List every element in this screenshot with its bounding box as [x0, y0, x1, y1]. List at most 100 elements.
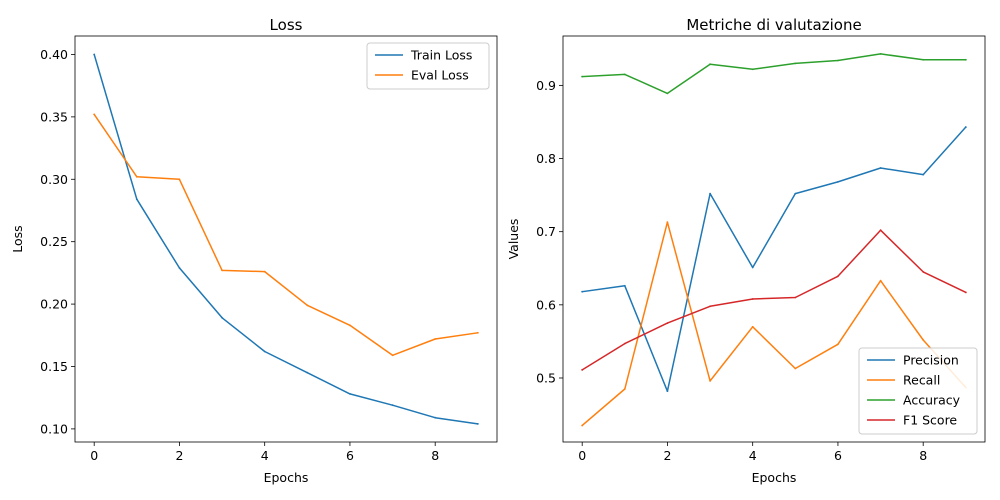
x-tick-label: 4: [261, 448, 269, 463]
chart-2: 0 2 4 6 8 0.5 0.6 0.7 0.8 0.9 Metriche di valutazi…: [506, 16, 986, 485]
series-line-precision: [581, 126, 967, 392]
y-tick-label: 0.30: [40, 172, 68, 187]
data-point: [794, 62, 797, 65]
data-point: [666, 322, 669, 324]
data-point: [922, 58, 925, 61]
x-tick-label: 6: [834, 448, 842, 463]
data-point: [306, 304, 309, 307]
legend: Precision Recall Accuracy F1 Score: [858, 347, 978, 435]
data-point: [964, 58, 967, 61]
x-tick-label: 0: [90, 448, 98, 463]
data-point: [263, 270, 266, 273]
data-point: [221, 269, 224, 272]
data-point: [581, 290, 584, 293]
data-point: [709, 380, 711, 382]
data-point: [93, 113, 96, 116]
data-point: [476, 423, 479, 425]
data-point: [879, 53, 882, 55]
legend-label: Accuracy: [903, 393, 961, 408]
y-tick-label: 0.5: [536, 370, 556, 385]
y-tick-label: 0.15: [40, 359, 68, 374]
legend: Train Loss Eval Loss: [366, 42, 490, 90]
x-tick-label: 2: [663, 448, 671, 463]
data-point: [391, 404, 394, 407]
data-point: [263, 350, 266, 353]
data-point: [964, 126, 967, 128]
data-point: [476, 331, 479, 334]
data-point: [623, 342, 626, 345]
data-point: [794, 296, 797, 299]
x-tick-label: 8: [919, 448, 927, 463]
data-point: [709, 192, 711, 195]
data-point: [349, 393, 351, 395]
y-tick-label: 0.25: [40, 234, 68, 249]
x-tick-label: 0: [578, 448, 586, 463]
data-point: [434, 338, 437, 340]
data-point: [434, 416, 437, 419]
x-tick-label: 8: [431, 448, 439, 463]
data-point: [306, 371, 309, 374]
data-point: [922, 339, 925, 341]
data-point: [666, 92, 669, 95]
x-tick-label: 4: [749, 448, 757, 463]
data-point: [623, 388, 626, 390]
data-point: [837, 59, 839, 62]
data-point: [178, 267, 181, 269]
plot-frame: [562, 35, 986, 443]
chart-title: Loss: [270, 16, 303, 34]
data-point: [581, 75, 584, 78]
data-point: [709, 63, 711, 66]
legend-label: Recall: [903, 373, 940, 388]
x-tick-label: 2: [175, 448, 183, 463]
x-axis-label: Epochs: [752, 470, 797, 485]
y-tick-label: 0.10: [40, 421, 68, 436]
y-tick-label: 0.8: [536, 151, 556, 166]
data-point: [709, 305, 711, 308]
data-point: [794, 192, 797, 195]
data-point: [135, 175, 138, 178]
data-point: [135, 198, 138, 201]
data-point: [922, 173, 925, 176]
data-point: [751, 298, 754, 300]
data-point: [879, 167, 882, 169]
data-point: [391, 354, 394, 357]
data-point: [666, 221, 669, 224]
plot-frame: [74, 35, 498, 443]
data-point: [964, 291, 967, 294]
data-point: [221, 316, 224, 319]
series-line-accuracy: [581, 53, 967, 95]
y-axis-label: Values: [506, 219, 521, 260]
data-point: [178, 178, 181, 181]
legend-box: [858, 347, 978, 435]
data-point: [837, 181, 839, 183]
y-axis-label: Loss: [10, 225, 25, 252]
y-tick-label: 0.35: [40, 109, 68, 124]
data-point: [879, 229, 882, 232]
x-axis-label: Epochs: [264, 470, 309, 485]
data-point: [623, 284, 626, 287]
data-point: [751, 325, 754, 328]
data-point: [581, 424, 584, 427]
chart-1: 0 2 4 6 8 0.10 0.15 0.20 0.25 0.30 0.35 0.40 Loss Epo…: [10, 16, 498, 485]
legend-label: Precision: [903, 353, 959, 368]
legend-label: F1 Score: [903, 413, 957, 428]
data-point: [349, 324, 351, 327]
data-point: [879, 279, 882, 282]
y-tick-label: 0.20: [40, 297, 68, 312]
y-tick-label: 0.40: [40, 47, 68, 62]
data-point: [922, 271, 925, 273]
data-point: [93, 53, 96, 56]
series-line-train-loss: [93, 53, 479, 425]
chart-title: Metriche di valutazione: [686, 16, 861, 34]
data-point: [581, 369, 584, 371]
series-line-eval-loss: [93, 113, 479, 357]
x-tick-label: 6: [346, 448, 354, 463]
series-line-f1-score: [581, 229, 967, 371]
y-tick-label: 0.7: [536, 224, 556, 239]
data-point: [837, 343, 839, 346]
data-point: [623, 73, 626, 76]
legend-label: Eval Loss: [411, 68, 469, 83]
y-tick-label: 0.9: [536, 78, 556, 93]
series-line-recall: [581, 221, 967, 427]
